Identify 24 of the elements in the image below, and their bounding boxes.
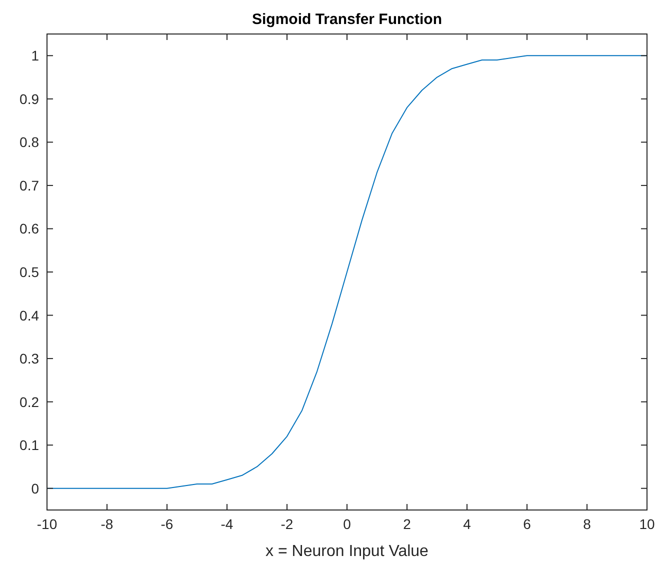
x-tick-label: 6 (523, 516, 532, 532)
x-tick-label: 2 (403, 516, 412, 532)
y-tick-label: 0.3 (20, 350, 40, 367)
x-tick-label: -2 (280, 516, 294, 532)
y-tick-label: 0.2 (20, 394, 40, 410)
x-axis-title: x = Neuron Input Value (266, 543, 429, 560)
y-tick-label: 0.4 (20, 307, 40, 324)
y-tick-label: 0.8 (20, 134, 40, 150)
x-tick-label: 4 (463, 516, 472, 532)
x-tick-label: -10 (36, 516, 58, 532)
x-tick-label: 10 (639, 516, 655, 532)
y-tick-label: 0.9 (20, 90, 40, 107)
y-tick-label: 0.7 (20, 177, 40, 194)
x-tick-label: -4 (220, 516, 234, 532)
x-tick-label: 0 (343, 516, 352, 532)
x-tick-label: -8 (100, 516, 114, 532)
y-tick-label: 0 (31, 480, 40, 496)
y-tick-label: 0.1 (20, 437, 40, 454)
chart-title: Sigmoid Transfer Function (252, 11, 442, 28)
x-tick-label: -6 (160, 516, 174, 532)
y-tick-label: 0.5 (20, 264, 40, 280)
y-tick-label: 1 (31, 48, 40, 64)
y-tick-label: 0.6 (20, 220, 40, 237)
x-tick-label: 8 (583, 516, 592, 532)
